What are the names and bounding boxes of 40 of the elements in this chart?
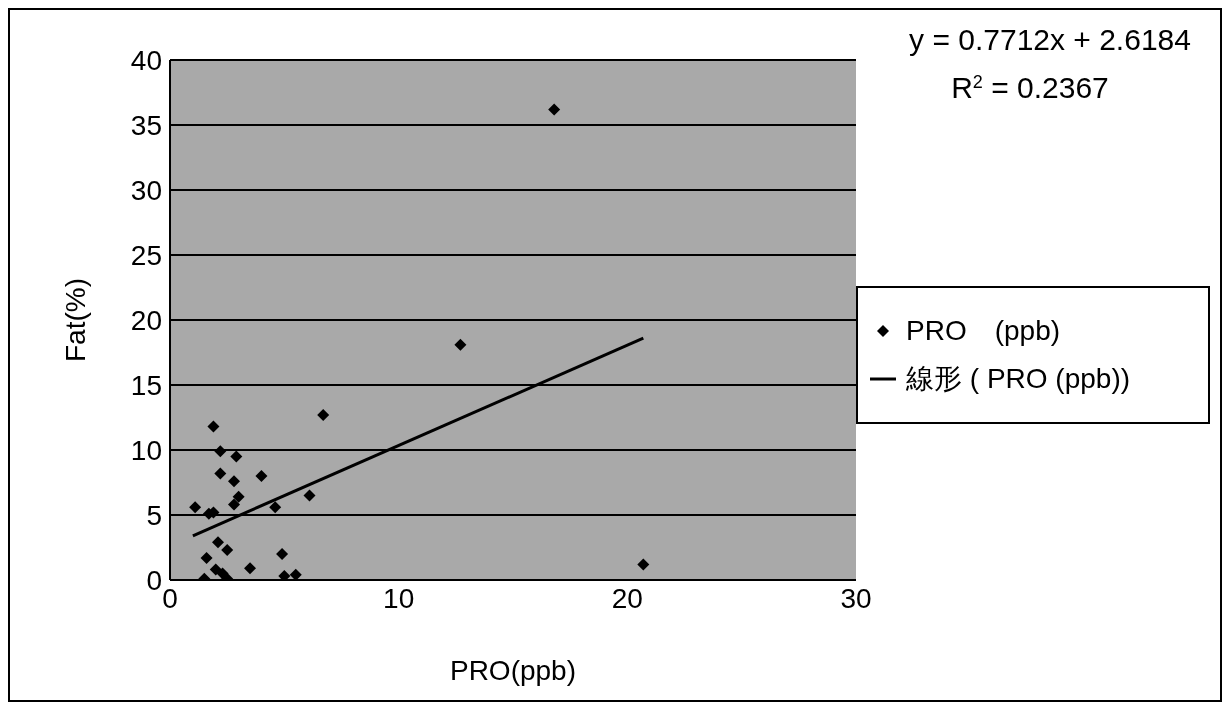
point — [278, 570, 291, 580]
y-tick-label: 15 — [130, 369, 162, 401]
legend-label: 線形 ( PRO (ppb)) — [906, 362, 1131, 396]
y-tick-label: 10 — [130, 434, 162, 466]
point — [637, 558, 650, 571]
point — [200, 551, 213, 564]
y-tick-label: 5 — [146, 499, 162, 531]
point — [230, 450, 243, 463]
point — [244, 562, 257, 575]
point — [303, 489, 316, 502]
point — [221, 544, 234, 557]
point — [548, 103, 561, 116]
text: R$^{2}$ = 0.2367 — [951, 71, 1109, 104]
point — [209, 563, 222, 576]
y-tick-label: 40 — [130, 44, 162, 76]
point — [214, 467, 227, 480]
x-axis-title: PRO(ppb) — [449, 655, 577, 686]
x-tick-label: 30 — [840, 582, 872, 614]
point — [317, 408, 330, 421]
legend-label: PRO (ppb) — [906, 314, 1061, 348]
x-tick-label: 10 — [383, 582, 415, 614]
point — [228, 498, 241, 511]
point — [269, 501, 282, 514]
point — [214, 445, 227, 458]
text: y = 0.7712x + 2.6184 — [909, 23, 1191, 56]
point — [454, 338, 467, 351]
point — [212, 536, 225, 549]
y-tick-label: 20 — [130, 304, 162, 336]
point — [255, 470, 268, 482]
point — [276, 548, 289, 560]
point — [189, 501, 202, 514]
point — [232, 490, 245, 503]
point — [289, 568, 302, 580]
point — [207, 420, 220, 433]
x-tick-label: 20 — [611, 582, 643, 614]
point — [228, 475, 241, 488]
y-axis-title: Fat(%) — [59, 278, 91, 362]
y-tick-label: 35 — [130, 109, 162, 141]
y-tick-label: 25 — [130, 239, 162, 271]
y-tick-label: 30 — [130, 174, 162, 206]
